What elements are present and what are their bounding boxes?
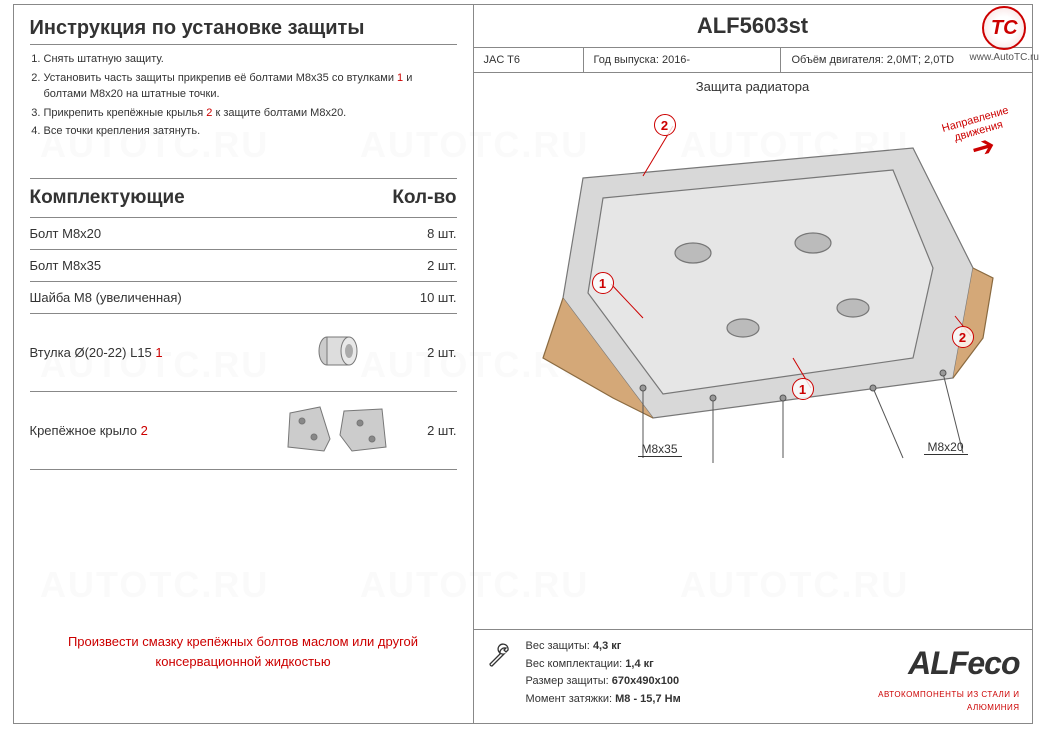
schematic-drawing: 2 1 1 2 M8x35 M8x20 [484, 98, 1022, 478]
component-name: Болт М8х35 [30, 258, 277, 273]
weight-value: 4,3 кг [593, 640, 621, 652]
components-header-name: Комплектующие [30, 187, 185, 209]
component-image [277, 331, 397, 374]
model-cell: JAC T6 [474, 48, 584, 72]
component-qty: 2 шт. [397, 258, 457, 273]
logo-text: ALFeco [840, 638, 1020, 689]
component-row: Болт М8х20 8 шт. [30, 218, 457, 250]
stamp-url: www.AutoTC.ru [970, 52, 1039, 63]
components-header-qty: Кол-во [392, 187, 456, 209]
component-row: Втулка Ø(20-22) L15 1 2 шт. [30, 314, 457, 392]
left-panel: Инструкция по установке защиты Снять шта… [14, 5, 474, 723]
year-value: 2016- [662, 54, 690, 66]
component-row: Шайба М8 (увеличенная) 10 шт. [30, 282, 457, 314]
info-row: JAC T6 Год выпуска: 2016- Объём двигател… [474, 48, 1032, 72]
lubrication-note: Произвести смазку крепёжных болтов масло… [30, 632, 457, 671]
document-page: Инструкция по установке защиты Снять шта… [13, 4, 1033, 724]
torque-value: М8 - 15,7 Нм [615, 693, 681, 705]
component-name: Крепёжное крыло 2 [30, 423, 277, 438]
specs-footer: Вес защиты: 4,3 кг Вес комплектации: 1,4… [474, 629, 1032, 723]
vendor-stamp: TC www.AutoTC.ru [970, 6, 1039, 63]
right-panel: ALF5603st JAC T6 Год выпуска: 2016- Объё… [474, 5, 1032, 723]
brand-logo: ALFeco АВТОКОМПОНЕНТЫ ИЗ СТАЛИ И АЛЮМИНИ… [840, 638, 1020, 715]
note-line2: консервационной жидкостью [30, 652, 457, 672]
callout-1: 1 [792, 378, 814, 400]
components-body: Болт М8х20 8 шт. Болт М8х35 2 шт. Шайба М8 (… [30, 218, 457, 470]
instruction-item: Прикрепить крепёжные крылья 2 к защите б… [44, 105, 457, 122]
weight-label: Вес защиты: [526, 640, 590, 652]
component-qty: 8 шт. [397, 226, 457, 241]
year-label: Год выпуска: [594, 54, 659, 66]
bolt-label: M8x20 [924, 440, 968, 455]
component-image [277, 401, 397, 460]
component-qty: 2 шт. [397, 345, 457, 360]
components-header: Комплектующие Кол-во [30, 178, 457, 218]
component-name: Шайба М8 (увеличенная) [30, 290, 277, 305]
callout-2: 2 [654, 114, 676, 136]
kit-weight-value: 1,4 кг [625, 658, 653, 670]
instructions-list: Снять штатную защиту. Установить часть за… [30, 51, 457, 142]
callout-2: 2 [952, 326, 974, 348]
size-label: Размер защиты: [526, 675, 609, 687]
instruction-item: Снять штатную защиту. [44, 51, 457, 68]
component-qty: 10 шт. [397, 290, 457, 305]
component-row: Крепёжное крыло 2 2 шт. [30, 392, 457, 470]
logo-tagline: АВТОКОМПОНЕНТЫ ИЗ СТАЛИ И АЛЮМИНИЯ [840, 689, 1020, 715]
product-info: ALF5603st JAC T6 Год выпуска: 2016- Объё… [474, 5, 1032, 73]
size-value: 670x490x100 [612, 675, 679, 687]
instruction-item: Установить часть защиты прикрепив её бол… [44, 70, 457, 103]
torque-label: Момент затяжки: [526, 693, 613, 705]
component-row: Болт М8х35 2 шт. [30, 250, 457, 282]
note-line1: Произвести смазку крепёжных болтов масло… [30, 632, 457, 652]
bolt-label: M8x35 [638, 442, 682, 457]
instructions-title: Инструкция по установке защиты [30, 17, 457, 45]
year-cell: Год выпуска: 2016- [584, 48, 782, 72]
wrench-icon [486, 638, 526, 715]
kit-weight-label: Вес комплектации: [526, 658, 623, 670]
component-name: Втулка Ø(20-22) L15 1 [30, 345, 277, 360]
diagram-title: Защита радиатора [484, 79, 1022, 94]
specs-text: Вес защиты: 4,3 кг Вес комплектации: 1,4… [526, 638, 840, 715]
instruction-item: Все точки крепления затянуть. [44, 123, 457, 140]
engine-label: Объём двигателя: [791, 54, 883, 66]
component-qty: 2 шт. [397, 423, 457, 438]
product-code: ALF5603st [474, 5, 1032, 48]
engine-value: 2,0МТ; 2,0TD [887, 54, 954, 66]
diagram-area: Защита радиатора Направление движения ➔ [474, 73, 1032, 629]
component-name: Болт М8х20 [30, 226, 277, 241]
part-illustration [484, 98, 1022, 478]
callout-1: 1 [592, 272, 614, 294]
stamp-icon: TC [982, 6, 1026, 50]
